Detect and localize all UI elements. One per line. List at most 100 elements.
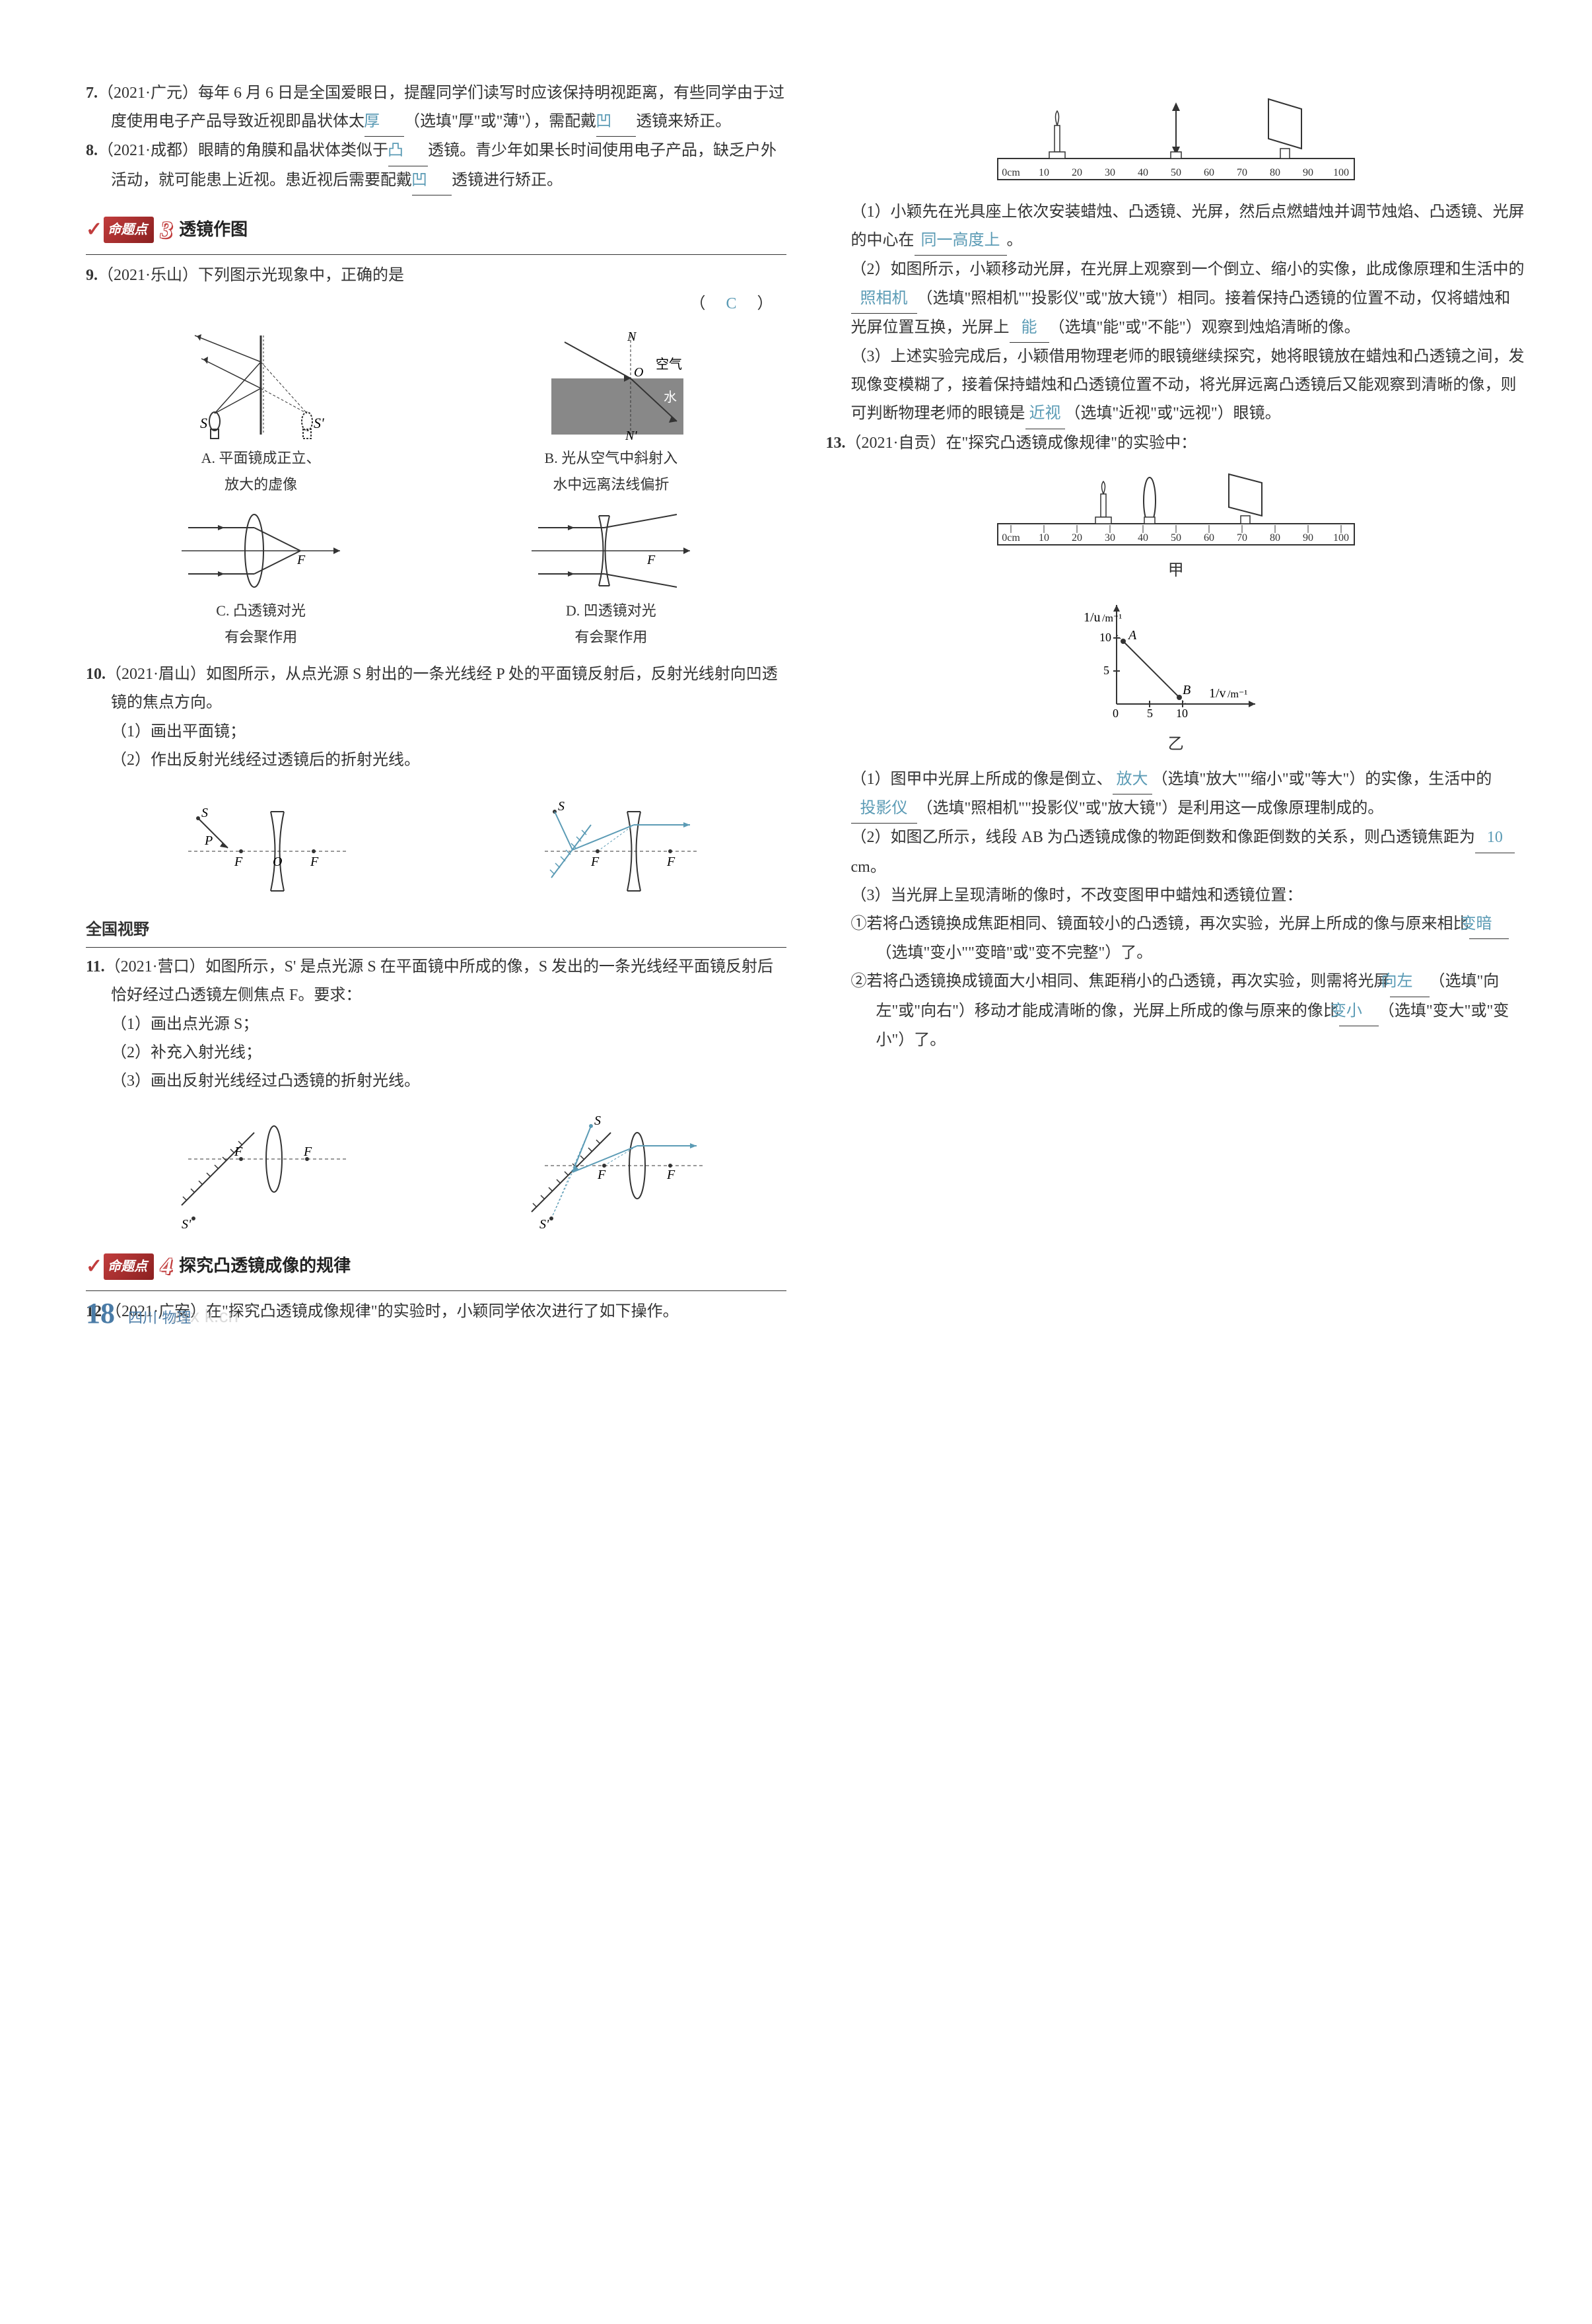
svg-text:F: F [646, 553, 656, 567]
q12-1-blank: 同一高度上 [915, 227, 1007, 256]
svg-text:40: 40 [1138, 532, 1148, 544]
svg-text:F: F [597, 1168, 606, 1182]
q13-figure-yi: A B 1/u/m⁻¹ 1/v/m⁻¹ 5 10 0 5 10 乙 [826, 592, 1527, 759]
svg-text:S': S' [314, 415, 324, 431]
q12-2-blank2: 能 [1010, 314, 1049, 343]
section4-title: 探究凸透镜成像的规律 [179, 1251, 351, 1282]
svg-text:0cm: 0cm [1002, 532, 1020, 544]
q8-blank2: 凹 [412, 166, 452, 195]
svg-text:5: 5 [1147, 707, 1153, 720]
svg-text:S: S [594, 1113, 601, 1128]
svg-text:水: 水 [664, 390, 677, 405]
q10-figs: S P F O F [86, 785, 786, 904]
q12-2-blank1: 照相机 [851, 285, 917, 314]
q13-part2: （2）如图乙所示，线段 AB 为凸透镜成像的物距倒数和像距倒数的关系，则凸透镜焦… [851, 824, 1527, 881]
q13-caption-jia: 甲 [826, 557, 1527, 585]
q12-part1: （1）小颖先在光具座上依次安装蜡烛、凸透镜、光屏，然后点燃蜡烛并调节烛焰、凸透镜… [851, 198, 1527, 256]
q10-sub1: （1）画出平面镜； [111, 718, 786, 746]
svg-text:20: 20 [1072, 167, 1082, 178]
q11-sub3: （3）画出反射光线经过凸透镜的折射光线。 [111, 1067, 786, 1096]
q11-num: 11. [86, 958, 105, 975]
q13-part3-sub1: ①若将凸透镜换成焦距相同、镜面较小的凸透镜，再次实验，光屏上所成的像与原来相比变… [876, 910, 1527, 968]
q10-fig-right: S F F [518, 785, 703, 904]
svg-text:20: 20 [1072, 532, 1082, 544]
svg-text:/m⁻¹: /m⁻¹ [1102, 613, 1122, 624]
subsection-national: 全国视野 [86, 916, 786, 948]
svg-text:S: S [200, 415, 207, 431]
q7: 7.（2021·广元）每年 6 月 6 日是全国爱眼日，提醒同学们读写时应该保持… [111, 79, 786, 137]
svg-text:10: 10 [1176, 707, 1188, 720]
svg-text:1/u: 1/u [1084, 610, 1101, 625]
q9-figC: F C. 凸透镜对光 有会聚作用 [86, 508, 436, 650]
q13-3-sub2-blank1: 向左 [1390, 968, 1430, 997]
q10-sub2: （2）作出反射光线经过透镜后的折射光线。 [111, 746, 786, 775]
q13: 13.（2021·自贡）在"探究凸透镜成像规律"的实验中： [851, 429, 1527, 458]
svg-text:80: 80 [1270, 532, 1280, 544]
q13-caption-yi: 乙 [826, 730, 1527, 759]
q9-num: 9. [86, 267, 98, 284]
svg-text:70: 70 [1237, 532, 1247, 544]
svg-text:1/v: 1/v [1209, 686, 1226, 701]
q7-blank1: 厚 [364, 108, 404, 137]
svg-text:A: A [1127, 628, 1137, 643]
svg-text:F: F [666, 855, 675, 869]
q13-part3-sub2: ②若将凸透镜换成镜面大小相同、焦距稍小的凸透镜，再次实验，则需将光屏向左（选填"… [876, 968, 1527, 1055]
svg-text:40: 40 [1138, 167, 1148, 178]
svg-text:10: 10 [1039, 167, 1049, 178]
svg-text:F: F [310, 855, 319, 869]
svg-text:30: 30 [1105, 532, 1115, 544]
q11: 11.（2021·营口）如图所示，S' 是点光源 S 在平面镜中所成的像，S 发… [111, 953, 786, 1010]
svg-text:F: F [303, 1144, 312, 1159]
svg-text:S: S [558, 799, 565, 814]
svg-text:30: 30 [1105, 167, 1115, 178]
q9-figB: N O 空气 水 N' B. 光从空气中斜射入 水中远离法线偏折 [436, 329, 786, 497]
q9-capA: A. 平面镜成正立、 放大的虚像 [86, 445, 436, 497]
q9-figC-svg: F [175, 508, 347, 594]
section3-num: 3 [160, 209, 172, 252]
q12-figure: 0cm1020 304050 607080 90100 [826, 86, 1527, 192]
svg-text:F: F [234, 855, 243, 869]
q9-row-ab: S S' A. 平面镜成正立、 放大的虚像 N [86, 329, 786, 497]
section3-badge: 命题点 [104, 217, 154, 243]
watermark: zxx k.cn [172, 1300, 238, 1333]
svg-text:100: 100 [1333, 167, 1349, 178]
page-number: 18 [86, 1287, 115, 1339]
svg-text:10: 10 [1039, 532, 1049, 544]
svg-text:F: F [666, 1168, 675, 1182]
q10-fig-left: S P F O F [168, 785, 353, 904]
svg-text:80: 80 [1270, 167, 1280, 178]
q9-answer-paren: （ C ） [86, 290, 786, 318]
q12-part3: （3）上述实验完成后，小颖借用物理老师的眼镜继续探究，她将眼镜放在蜡烛和凸透镜之… [851, 343, 1527, 429]
svg-text:10: 10 [1099, 631, 1111, 644]
svg-text:70: 70 [1237, 167, 1247, 178]
q9-figA: S S' A. 平面镜成正立、 放大的虚像 [86, 329, 436, 497]
q9-capD: D. 凹透镜对光 有会聚作用 [436, 598, 786, 650]
svg-text:N': N' [625, 429, 637, 441]
svg-text:S': S' [539, 1217, 549, 1232]
svg-text:90: 90 [1303, 532, 1313, 544]
q9-capC: C. 凸透镜对光 有会聚作用 [86, 598, 436, 650]
q9-figD: F D. 凹透镜对光 有会聚作用 [436, 508, 786, 650]
section3-header: ✓ 命题点 3 透镜作图 [86, 209, 786, 255]
right-column: 0cm1020 304050 607080 90100 （1）小颖先在光具座上依… [826, 79, 1527, 1326]
svg-text:B: B [1183, 683, 1191, 697]
check-icon: ✓ [86, 212, 102, 248]
q7-num: 7. [86, 85, 98, 102]
svg-text:0cm: 0cm [1002, 167, 1020, 178]
section4-header: ✓ 命题点 4 探究凸透镜成像的规律 [86, 1245, 786, 1291]
svg-text:O: O [273, 855, 282, 869]
svg-text:P: P [204, 833, 213, 848]
q12-part2: （2）如图所示，小颖移动光屏，在光屏上观察到一个倒立、缩小的实像，此成像原理和生… [851, 256, 1527, 343]
svg-text:S': S' [182, 1217, 191, 1232]
q9: 9.（2021·乐山）下列图示光现象中，正确的是 [111, 262, 786, 290]
q13-3-sub2-blank2: 变小 [1339, 997, 1379, 1026]
svg-text:50: 50 [1171, 167, 1181, 178]
q9-answer: C [722, 290, 742, 318]
svg-text:F: F [590, 855, 600, 869]
q13-part3: （3）当光屏上呈现清晰的像时，不改变图甲中蜡烛和透镜位置： [851, 882, 1527, 910]
q13-1-blank2: 投影仪 [851, 794, 917, 824]
q13-figure-jia: 0cm1020 304050 607080 90100 甲 [826, 464, 1527, 585]
q11-figs: F F S' [86, 1106, 786, 1232]
section3-title: 透镜作图 [179, 215, 248, 246]
q8: 8.（2021·成都）眼睛的角膜和晶状体类似于凸透镜。青少年如果长时间使用电子产… [111, 137, 786, 195]
